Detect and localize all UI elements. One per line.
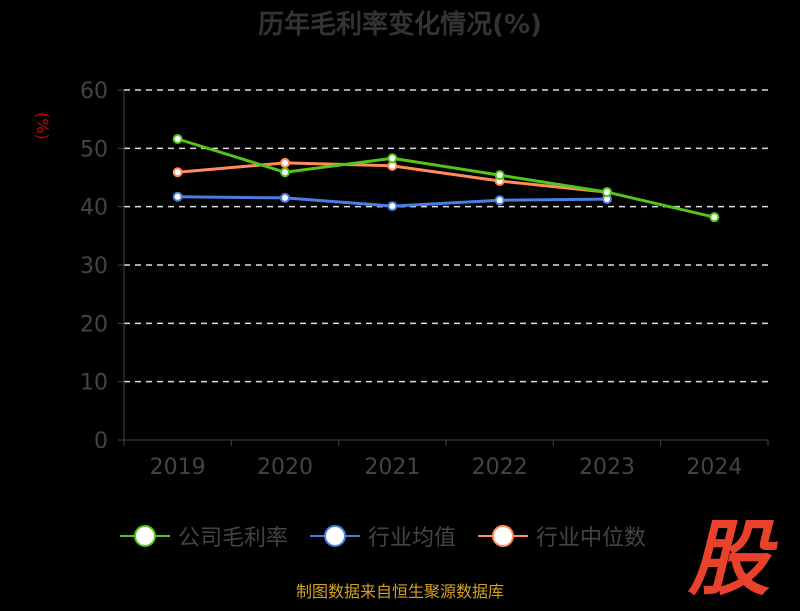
x-tick-label: 2024 — [686, 455, 742, 480]
legend-marker-icon — [478, 525, 529, 547]
y-tick-label: 30 — [80, 254, 108, 279]
data-point — [494, 195, 505, 206]
legend-marker-icon — [120, 525, 170, 547]
data-point — [494, 170, 505, 181]
x-tick-label: 2020 — [257, 455, 313, 480]
data-point — [172, 191, 183, 202]
legend-item[interactable]: 公司毛利率 — [120, 520, 288, 552]
data-point — [280, 167, 290, 178]
x-tick-label: 2021 — [364, 455, 420, 480]
y-tick-label: 0 — [94, 429, 108, 454]
legend-label: 行业中位数 — [536, 526, 647, 551]
data-point — [280, 192, 290, 203]
y-tick-label: 50 — [80, 137, 108, 162]
data-point — [709, 212, 720, 223]
y-tick-label: 40 — [80, 196, 108, 221]
y-tick-label: 60 — [80, 79, 108, 104]
legend: 公司毛利率 行业均值 行业中位数 — [120, 520, 646, 552]
legend-label: 公司毛利率 — [178, 526, 289, 551]
data-point — [280, 157, 290, 168]
legend-item[interactable]: 行业均值 — [310, 520, 456, 552]
x-tick-label: 2019 — [150, 455, 206, 480]
data-point — [172, 134, 183, 144]
y-tick-label: 10 — [80, 371, 108, 396]
series-line-0 — [177, 137, 715, 219]
chart-title: 历年毛利率变化情况(%) — [258, 10, 542, 40]
legend-item[interactable]: 行业中位数 — [478, 520, 646, 552]
brand-logo: 股 — [688, 512, 770, 607]
data-point — [172, 167, 183, 178]
legend-marker-icon — [310, 525, 361, 547]
y-tick-label: 20 — [80, 312, 108, 337]
data-point — [602, 187, 612, 198]
legend-label: 行业均值 — [368, 526, 457, 551]
data-point — [387, 153, 398, 164]
x-tick-label: 2023 — [579, 455, 635, 480]
data-point — [387, 201, 398, 212]
source-note: 制图数据来自恒生聚源数据库 — [295, 582, 504, 601]
x-tick-label: 2022 — [472, 455, 528, 480]
